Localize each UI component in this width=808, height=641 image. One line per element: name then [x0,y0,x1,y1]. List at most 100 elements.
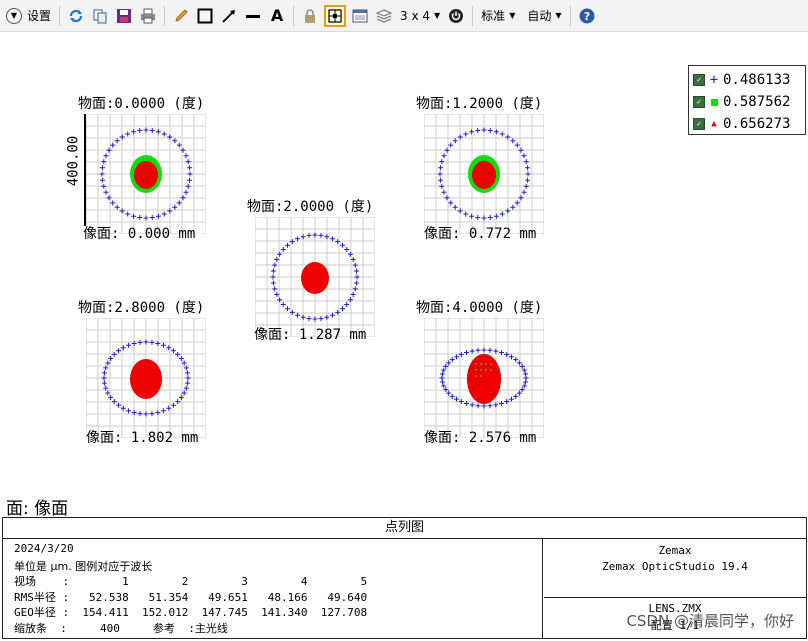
unit-text: 单位是 µm. 图例对应于波长 [14,559,153,573]
blue-spot [448,200,454,206]
text-button[interactable]: A [267,5,287,27]
info-panel: 点列图 2024/3/20 单位是 µm. 图例对应于波长 视场 : 1 2 3… [2,517,807,639]
checkbox-checked-icon[interactable]: ✓ [693,118,705,130]
blue-spot [514,142,520,148]
settings-label: 设置 [27,9,52,23]
blue-spot [101,370,107,376]
blue-spot [131,213,137,219]
toolbar-divider [569,5,571,26]
blue-spot [110,142,116,148]
blue-spot [464,400,470,406]
checkbox-checked-icon[interactable]: ✓ [693,74,705,86]
window-button[interactable] [350,5,370,27]
legend-item[interactable]: ✓ ▲ 0.656273 [689,113,805,135]
blue-spot [505,134,511,140]
blue-spot [300,314,306,320]
red-spot [467,354,501,404]
refresh-button[interactable] [66,5,86,27]
rectangle-button[interactable] [195,5,215,27]
toolbar: ▼ 设置 A 3 x 4 ▼ [0,0,808,32]
blue-spot [180,195,186,201]
blue-spot [441,367,447,373]
product-name: Zemax OpticStudio 19.4 [602,560,748,573]
blue-spot [277,251,283,257]
line-button[interactable] [243,5,263,27]
blue-spot [444,195,450,201]
green-spot [475,363,477,365]
blue-spot [475,403,481,409]
lock-icon [305,8,316,23]
blue-spot [187,171,193,177]
surface-label: 面: 像面 [6,499,69,519]
checkbox-checked-icon[interactable]: ✓ [693,96,705,108]
blue-spot [487,215,493,221]
blue-spot [354,280,360,286]
blue-spot [523,371,529,377]
legend-wavelength: 0.587562 [723,94,791,110]
legend-item[interactable]: ✓ 0.587562 [689,91,805,113]
blue-spot [185,380,191,386]
red-spot [301,262,329,294]
blue-spot [161,131,167,137]
help-button[interactable]: ? [577,5,597,27]
blue-spot [131,340,137,346]
blue-spot [137,411,143,417]
geo-radius-row: GEO半径 : 154.411 152.012 147.745 141.340 … [14,606,368,619]
arrow-button[interactable] [219,5,239,27]
blue-spot [119,134,125,140]
blue-spot [312,232,318,238]
blue-spot [458,351,464,357]
blue-spot [160,408,166,414]
blue-spot [274,257,280,263]
toolbar-divider [164,5,166,26]
toolbar-divider [293,5,295,26]
auto-dropdown[interactable]: 自动 ▼ [525,5,563,27]
power-button[interactable] [446,5,466,27]
lock-button[interactable] [300,5,320,27]
wavelength-legend: ✓ + 0.486133 ✓ 0.587562 ✓ ▲ 0.656273 [688,65,806,135]
layers-button[interactable] [374,5,394,27]
blue-spot [475,215,481,221]
blue-spot [521,153,527,159]
blue-spot [469,348,475,354]
legend-item[interactable]: ✓ + 0.486133 [689,69,805,91]
company-name: Zemax [658,544,692,557]
blue-spot [519,387,525,393]
layout-dropdown[interactable]: 3 x 4 ▼ [398,5,442,27]
spot-grid [255,217,375,337]
copy-button[interactable] [90,5,110,27]
save-button[interactable] [114,5,134,27]
spot-diagram-plot: ✓ + 0.486133 ✓ 0.587562 ✓ ▲ 0.656273 物面:… [0,32,808,519]
blue-spot [344,246,350,252]
blue-spot [481,215,487,221]
green-spot [480,375,482,377]
blue-spot [175,351,181,357]
print-button[interactable] [138,5,158,27]
blue-spot [452,204,458,210]
blue-spot [106,195,112,201]
spot-field-3: 物面:2.0000 (度) 像面: 1.287 mm [247,196,397,346]
auto-label: 自动 [527,9,552,23]
date-text: 2024/3/20 [14,542,74,555]
blue-spot [300,234,306,240]
pencil-icon [175,8,188,22]
blue-spot [143,411,149,417]
blue-spot [166,405,172,411]
blue-spot [183,153,189,159]
plus-marker-icon: + [709,72,719,88]
blue-spot [289,309,295,315]
fit-view-button[interactable] [324,4,347,27]
blue-spot [449,357,455,363]
blue-spot [108,356,114,362]
help-icon: ? [579,8,595,23]
standard-label: 标准 [481,9,506,23]
standard-dropdown[interactable]: 标准 ▼ [479,5,517,27]
chevron-down-icon: ▼ [6,7,22,24]
pencil-button[interactable] [171,5,191,27]
blue-spot [272,286,278,292]
caret-down-icon: ▼ [434,11,441,20]
settings-dropdown[interactable]: ▼ 设置 [6,5,53,27]
image-height-label: 像面: 1.802 mm [86,430,199,446]
blue-spot [446,360,452,366]
blue-spot [458,399,464,405]
